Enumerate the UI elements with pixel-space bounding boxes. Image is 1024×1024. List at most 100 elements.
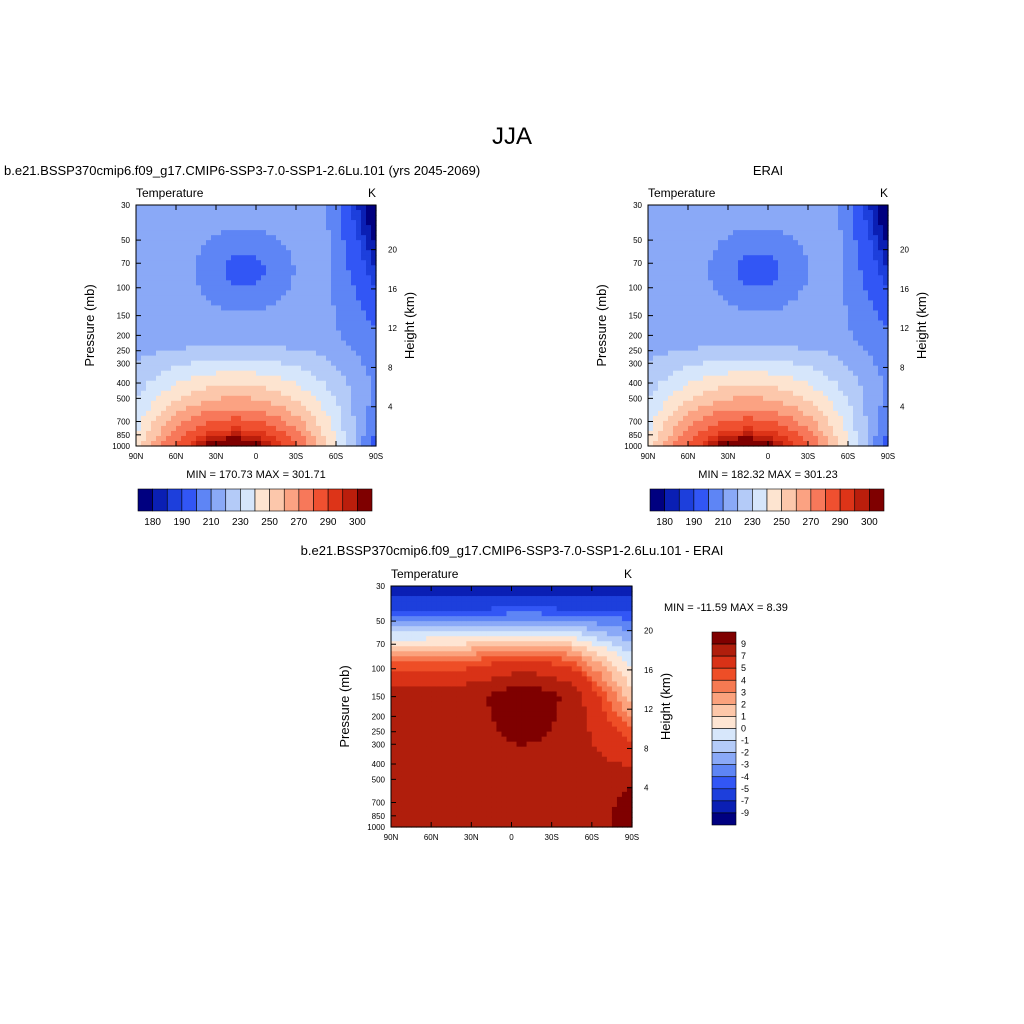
contour-cell	[236, 380, 242, 387]
contour-cell	[201, 320, 207, 327]
contour-cell	[738, 245, 744, 251]
contour-cell	[648, 340, 654, 347]
contour-cell	[311, 210, 317, 216]
contour-cell	[723, 325, 729, 332]
contour-cell	[226, 240, 232, 246]
contour-cell	[668, 240, 674, 246]
contour-cell	[246, 295, 252, 301]
contour-cell	[271, 395, 277, 402]
contour-cell	[708, 290, 714, 296]
contour-cell	[678, 250, 684, 256]
contour-cell	[251, 420, 257, 427]
contour-cell	[186, 240, 192, 246]
contour-cell	[266, 280, 272, 286]
contour-cell	[688, 270, 694, 276]
contour-cell	[316, 360, 322, 367]
contour-cell	[843, 330, 849, 337]
contour-cell	[276, 230, 282, 236]
contour-cell	[818, 415, 824, 422]
contour-cell	[778, 345, 784, 352]
contour-cell	[321, 205, 327, 211]
contour-cell	[236, 250, 242, 256]
contour-cell	[301, 405, 307, 412]
contour-cell	[266, 295, 272, 301]
contour-cell	[748, 345, 754, 352]
contour-cell	[356, 330, 362, 337]
contour-cell	[321, 340, 327, 347]
contour-cell	[843, 360, 849, 367]
contour-cell	[216, 245, 222, 251]
contour-cell	[878, 335, 884, 342]
contour-cell	[411, 786, 417, 793]
contour-cell	[416, 636, 422, 642]
contour-cell	[356, 405, 362, 412]
contour-cell	[216, 235, 222, 241]
contour-cell	[166, 210, 172, 216]
contour-cell	[708, 255, 714, 261]
contour-cell	[216, 290, 222, 296]
contour-cell	[391, 756, 397, 763]
contour-cell	[798, 325, 804, 332]
contour-cell	[728, 385, 734, 392]
contour-cell	[221, 285, 227, 291]
contour-cell	[331, 230, 337, 236]
contour-cell	[733, 270, 739, 276]
contour-cell	[713, 375, 719, 382]
contour-cell	[266, 400, 272, 407]
contour-cell	[698, 440, 704, 447]
contour-cell	[713, 240, 719, 246]
contour-cell	[366, 305, 372, 312]
contour-cell	[818, 425, 824, 432]
contour-cell	[778, 290, 784, 296]
contour-cell	[653, 215, 659, 221]
contour-cell	[136, 410, 142, 417]
contour-cell	[216, 440, 222, 447]
contour-cell	[843, 325, 849, 332]
x-tick-label: 30N	[209, 452, 224, 461]
contour-cell	[808, 330, 814, 337]
contour-cell	[136, 280, 142, 286]
contour-cell	[883, 410, 889, 417]
contour-cell	[673, 440, 679, 447]
contour-cell	[276, 425, 282, 432]
contour-cell	[291, 280, 297, 286]
contour-cell	[738, 355, 744, 362]
contour-cell	[758, 230, 764, 236]
contour-cell	[311, 260, 317, 266]
contour-cell	[251, 350, 257, 357]
contour-cell	[311, 220, 317, 226]
contour-cell	[411, 716, 417, 723]
contour-cell	[758, 325, 764, 332]
contour-cell	[848, 325, 854, 332]
contour-cell	[341, 435, 347, 442]
contour-cell	[843, 420, 849, 427]
contour-cell	[396, 791, 402, 798]
contour-cell	[266, 265, 272, 271]
x-tick-label: 90S	[881, 452, 895, 461]
contour-cell	[211, 235, 217, 241]
contour-cell	[653, 390, 659, 397]
contour-cell	[763, 270, 769, 276]
contour-cell	[838, 270, 844, 276]
contour-cell	[813, 280, 819, 286]
contour-cell	[658, 320, 664, 327]
contour-cell	[693, 245, 699, 251]
contour-cell	[391, 636, 397, 642]
contour-cell	[171, 320, 177, 327]
contour-cell	[196, 375, 202, 382]
contour-cell	[878, 300, 884, 307]
contour-cell	[216, 400, 222, 407]
contour-cell	[146, 290, 152, 296]
contour-cell	[276, 315, 282, 322]
contour-cell	[166, 380, 172, 387]
contour-cell	[181, 270, 187, 276]
contour-cell	[166, 375, 172, 382]
contour-cell	[276, 305, 282, 312]
contour-cell	[181, 430, 187, 437]
contour-cell	[236, 215, 242, 221]
contour-cell	[743, 320, 749, 327]
contour-cell	[191, 280, 197, 286]
contour-cell	[161, 425, 167, 432]
contour-cell	[663, 425, 669, 432]
contour-cell	[331, 380, 337, 387]
